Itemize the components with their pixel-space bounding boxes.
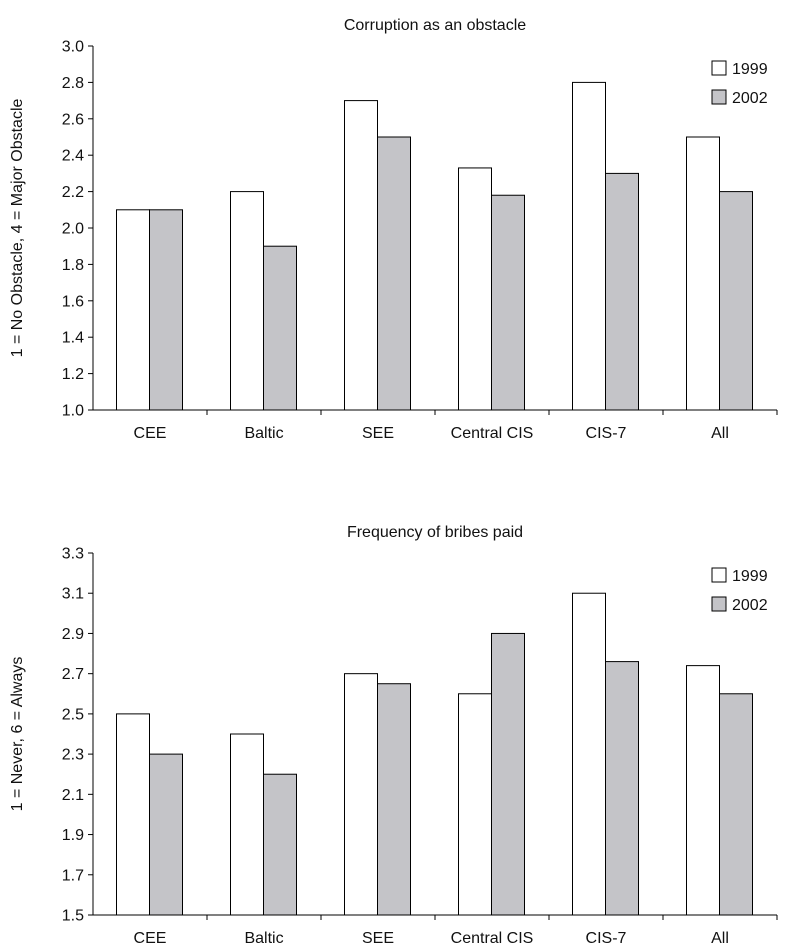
legend-swatch-1999 [711, 567, 727, 583]
y-tick-label: 1.0 [62, 403, 84, 420]
bar-2002-central-cis [491, 632, 525, 916]
bar-1999-see [344, 100, 378, 411]
legend-label: 2002 [732, 90, 768, 107]
bar-1999-cis-7 [572, 592, 606, 916]
y-tick-label: 2.7 [62, 666, 84, 683]
legend-swatch-1999 [711, 60, 727, 76]
x-category-label: CEE [134, 930, 167, 947]
bar-1999-all [686, 136, 720, 411]
y-tick-label: 3.3 [62, 546, 84, 563]
y-axis-label: 1 = No Obstacle, 4 = Major Obstacle [9, 99, 26, 358]
y-axis-label: 1 = Never, 6 = Always [9, 657, 26, 812]
x-category-label: CIS-7 [586, 930, 627, 947]
y-tick-label: 2.2 [62, 184, 84, 201]
bar-2002-cis-7 [605, 661, 639, 916]
legend-label: 1999 [732, 568, 768, 585]
y-tick-label: 1.6 [62, 293, 84, 310]
bar-2002-baltic [263, 773, 297, 916]
y-tick-label: 2.1 [62, 787, 84, 804]
bar-1999-central-cis [458, 167, 492, 411]
bar-2002-see [377, 136, 411, 411]
legend-swatch-2002 [711, 89, 727, 105]
y-tick-label: 2.4 [62, 148, 84, 165]
bar-1999-see [344, 673, 378, 916]
chart-title: Frequency of bribes paid [347, 524, 523, 541]
y-tick-label: 1.8 [62, 257, 84, 274]
y-tick-label: 1.4 [62, 330, 84, 347]
bar-1999-baltic [230, 733, 264, 916]
legend-swatch-2002 [711, 596, 727, 612]
bar-1999-central-cis [458, 693, 492, 916]
y-tick-label: 2.9 [62, 626, 84, 643]
x-category-label: Central CIS [451, 930, 534, 947]
bar-1999-all [686, 665, 720, 916]
bar-2002-central-cis [491, 194, 525, 411]
x-category-label: CIS-7 [586, 425, 627, 442]
x-category-label: All [711, 425, 729, 442]
bar-1999-baltic [230, 191, 264, 411]
y-tick-label: 2.6 [62, 111, 84, 128]
y-tick-label: 2.5 [62, 706, 84, 723]
legend-label: 2002 [732, 597, 768, 614]
bar-2002-cee [149, 209, 183, 411]
y-tick-label: 1.5 [62, 908, 84, 925]
x-category-label: CEE [134, 425, 167, 442]
x-category-label: All [711, 930, 729, 947]
bar-2002-all [719, 693, 753, 916]
x-category-label: Baltic [244, 425, 283, 442]
x-category-label: SEE [362, 425, 394, 442]
y-tick-label: 3.1 [62, 586, 84, 603]
bar-2002-baltic [263, 245, 297, 411]
bar-2002-all [719, 191, 753, 411]
y-tick-label: 2.3 [62, 747, 84, 764]
bar-1999-cee [116, 209, 150, 411]
x-category-label: SEE [362, 930, 394, 947]
legend-label: 1999 [732, 61, 768, 78]
chart-2: Frequency of bribes paid 1 = Never, 6 = A… [9, 524, 778, 947]
y-tick-label: 3.0 [62, 39, 84, 56]
chart-title: Corruption as an obstacle [344, 17, 526, 34]
bar-1999-cee [116, 713, 150, 916]
y-tick-label: 1.9 [62, 827, 84, 844]
y-tick-label: 1.2 [62, 366, 84, 383]
bar-2002-cis-7 [605, 172, 639, 411]
y-tick-label: 2.8 [62, 75, 84, 92]
chart-1: Corruption as an obstacle 1 = No Obstacle… [9, 17, 778, 442]
bar-1999-cis-7 [572, 81, 606, 411]
x-category-label: Baltic [244, 930, 283, 947]
x-category-label: Central CIS [451, 425, 534, 442]
bar-2002-cee [149, 753, 183, 916]
bar-2002-see [377, 683, 411, 916]
y-tick-label: 2.0 [62, 221, 84, 238]
y-tick-label: 1.7 [62, 867, 84, 884]
